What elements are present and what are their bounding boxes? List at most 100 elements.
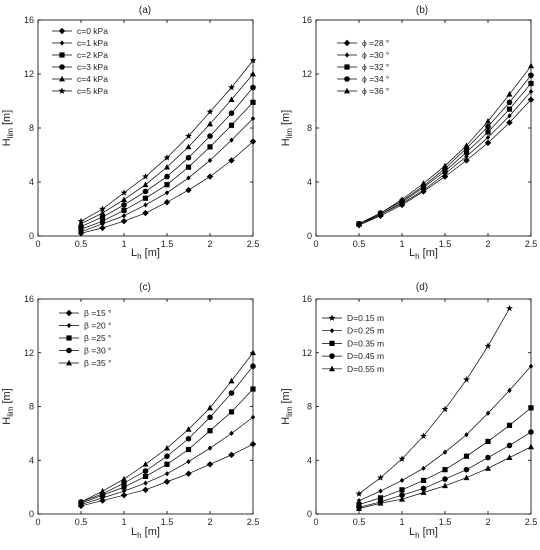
legend-marker	[344, 64, 350, 70]
data-point	[484, 139, 492, 147]
legend-marker	[329, 365, 335, 372]
x-tick-label: 2	[485, 239, 490, 249]
legend-label: β =35 °	[84, 358, 111, 368]
data-point	[207, 133, 213, 139]
data-point	[485, 129, 491, 135]
y-axis-label: Hlim [m]	[280, 110, 294, 147]
legend-label: c=5 kPa	[77, 86, 108, 96]
y-axis-label-sub: lim	[6, 128, 15, 139]
y-axis-label-unit: [m]	[1, 388, 13, 406]
x-axis-label: Lh [m]	[131, 526, 160, 540]
data-point	[506, 119, 513, 126]
series-2	[356, 363, 534, 504]
x-tick-label: 0	[35, 517, 40, 527]
x-tick-label: 2	[207, 517, 212, 527]
data-point	[250, 84, 256, 91]
legend-label: c=2 kPa	[77, 50, 108, 60]
y-tick-label: 16	[302, 294, 312, 304]
series-line	[358, 75, 532, 225]
data-point	[164, 190, 170, 196]
data-point	[142, 209, 149, 217]
data-point	[164, 163, 170, 170]
data-point	[206, 173, 214, 180]
data-point	[185, 446, 192, 453]
x-axis-label-sub: h	[137, 252, 141, 261]
x-tick-label: 1.5	[439, 517, 452, 527]
data-point	[507, 387, 512, 393]
data-point	[228, 451, 235, 459]
y-tick-label: 16	[24, 15, 34, 25]
x-tick-label: 0.5	[75, 239, 88, 249]
data-point	[249, 440, 257, 448]
data-point	[186, 175, 191, 181]
data-point	[463, 142, 470, 148]
data-point	[99, 487, 106, 494]
data-point	[399, 196, 405, 202]
x-axis-label-unit: [m]	[420, 247, 438, 259]
data-point	[185, 164, 192, 170]
y-axis-label-main: H	[1, 138, 13, 146]
legend-label: ϕ =30 °	[362, 50, 389, 60]
legend: ϕ =28 ° ϕ =30 ° ϕ =32 ° ϕ =34 ° ϕ =36 °	[337, 38, 389, 96]
panel-title: (c)	[139, 282, 151, 293]
y-tick-label: 4	[307, 177, 312, 187]
legend-label: c=3 kPa	[77, 62, 108, 72]
x-axis-label-unit: [m]	[142, 526, 160, 538]
data-point	[463, 149, 470, 155]
data-point	[528, 443, 534, 450]
y-axis-label: Hlim [m]	[280, 388, 294, 425]
x-tick-label: 1.5	[161, 239, 174, 249]
data-point	[120, 491, 128, 499]
y-axis-label-unit: [m]	[1, 110, 13, 128]
data-point	[463, 157, 470, 164]
series-1	[355, 304, 513, 497]
data-point	[463, 474, 470, 481]
data-point	[99, 214, 106, 220]
y-tick-label: 0	[307, 509, 312, 519]
legend-marker	[344, 87, 350, 94]
legend-label: D=0.25 m	[347, 326, 384, 336]
data-point	[207, 428, 213, 434]
data-point	[99, 209, 106, 216]
data-point	[420, 489, 427, 495]
data-point	[249, 56, 257, 64]
legend-label: c=1 kPa	[77, 38, 108, 48]
legend-marker	[59, 75, 65, 82]
x-axis-label-sub: h	[137, 531, 141, 540]
legend-marker	[66, 322, 72, 329]
data-point	[528, 88, 534, 95]
legend: D=0.15 m D=0.25 m D=0.35 m D=0.45 m D=0.55 m	[322, 313, 384, 374]
data-point	[142, 473, 149, 479]
y-tick-label: 4	[307, 455, 312, 465]
legend-label: β =30 °	[84, 346, 111, 356]
data-point	[99, 497, 106, 504]
y-tick-label: 8	[29, 123, 34, 133]
x-tick-label: 2.5	[525, 517, 538, 527]
data-point	[506, 99, 513, 106]
data-point	[185, 132, 192, 140]
y-tick-label: 0	[29, 231, 34, 241]
data-point	[121, 202, 127, 208]
y-tick-label: 0	[307, 231, 312, 241]
data-point	[421, 465, 426, 471]
data-point	[355, 490, 363, 497]
x-tick-label: 1	[121, 239, 126, 249]
data-point	[442, 482, 448, 489]
legend-label: ϕ =34 °	[362, 74, 389, 84]
x-tick-label: 0	[35, 239, 40, 249]
x-axis-label: Lh [m]	[409, 247, 438, 261]
x-tick-label: 0	[313, 517, 318, 527]
data-point	[250, 115, 256, 122]
data-point	[142, 188, 149, 195]
legend-label: β =15 °	[84, 308, 111, 318]
data-point	[527, 96, 535, 103]
data-point	[228, 157, 235, 164]
data-point	[464, 432, 469, 438]
data-point	[207, 404, 213, 411]
data-point	[250, 99, 256, 105]
data-point	[207, 144, 213, 150]
y-tick-label: 12	[24, 69, 34, 79]
